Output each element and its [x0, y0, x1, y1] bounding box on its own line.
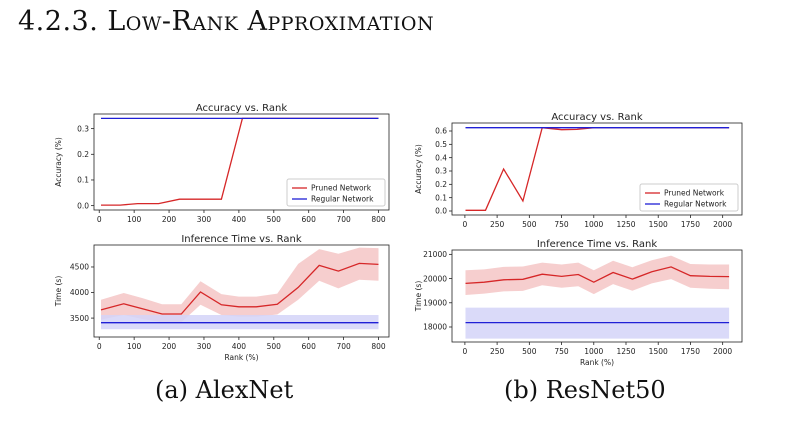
y-tick-label: 0.4 [435, 153, 447, 162]
y-axis-label: Accuracy (%) [414, 144, 423, 194]
x-tick-label: 1750 [681, 220, 700, 229]
x-tick-label: 200 [162, 215, 177, 224]
x-tick-label: 100 [127, 215, 142, 224]
y-tick-label: 0.0 [435, 207, 447, 216]
plot-area [101, 117, 379, 206]
section-heading: 4.2.3. Low-Rank Approximation [18, 6, 435, 37]
x-tick-label: 1500 [649, 347, 668, 356]
y-tick-label: 4000 [70, 288, 89, 297]
x-tick-label: 600 [302, 215, 317, 224]
chart-title: Inference Time vs. Rank [181, 234, 302, 245]
plot-frame [451, 122, 743, 216]
x-tick-label: 2000 [713, 347, 732, 356]
x-tick-label: 1000 [584, 347, 603, 356]
x-tick-label: 400 [232, 215, 247, 224]
x-tick-label: 800 [371, 342, 386, 351]
y-tick-label: 0.1 [77, 176, 89, 185]
x-axis-label: Rank (%) [224, 353, 258, 362]
caption-resnet50: (b) ResNet50 [504, 376, 666, 404]
plot-area [465, 255, 730, 339]
y-tick-label: 0.2 [77, 150, 89, 159]
x-tick-label: 400 [232, 342, 247, 351]
series-line-pruned-network [100, 262, 379, 315]
x-tick-label: 700 [336, 215, 351, 224]
y-tick-label: 18000 [423, 323, 447, 332]
x-tick-label: 1750 [681, 347, 700, 356]
legend: Pruned Network Regular Network [639, 183, 739, 212]
x-tick-label: 500 [522, 220, 537, 229]
x-tick-label: 600 [302, 342, 317, 351]
y-tick-label: 0.3 [77, 124, 89, 133]
chart-title: Inference Time vs. Rank [537, 239, 658, 250]
plot-area [465, 126, 730, 211]
legend-label-pruned: Pruned Network [311, 184, 372, 193]
x-tick-label: 1500 [649, 220, 668, 229]
confidence-band-pruned [101, 247, 379, 323]
y-tick-label: 0.6 [435, 127, 447, 136]
legend-label-regular: Regular Network [311, 195, 374, 204]
y-tick-label: 19000 [423, 298, 447, 307]
resnet50-accuracy-chart: Accuracy vs. Rank 0 250 500 750 1000 1250 1500 1… [412, 103, 772, 238]
x-tick-label: 200 [162, 342, 177, 351]
x-tick-label: 500 [267, 215, 282, 224]
chart-title: Accuracy vs. Rank [551, 112, 643, 123]
y-tick-label: 0.3 [435, 167, 447, 176]
y-tick-label: 0.1 [435, 193, 447, 202]
plot-frame [93, 244, 390, 338]
x-tick-label: 1000 [584, 220, 603, 229]
resnet50-inference-time-chart: Inference Time vs. Rank 0 250 500 750 1000 125… [412, 233, 772, 373]
x-tick-label: 700 [336, 342, 351, 351]
y-tick-label: 0.5 [435, 140, 447, 149]
chart-title: Accuracy vs. Rank [196, 103, 288, 114]
y-tick-label: 21000 [423, 250, 447, 259]
x-tick-label: 500 [522, 347, 537, 356]
alexnet-accuracy-chart: Accuracy vs. Rank 0 100 200 300 400 500 600 700 8… [52, 98, 397, 235]
x-tick-label: 2000 [713, 220, 732, 229]
plot-area [100, 247, 379, 330]
x-axis-label: Rank (%) [580, 358, 614, 367]
y-tick-label: 0.0 [77, 201, 89, 210]
legend: Pruned Network Regular Network [286, 178, 386, 207]
series-line-pruned-network [465, 266, 730, 285]
x-tick-label: 1250 [616, 347, 635, 356]
x-tick-label: 0 [97, 215, 102, 224]
y-tick-label: 4500 [70, 263, 89, 272]
y-tick-label: 0.2 [435, 180, 447, 189]
y-axis-label: Time (s) [414, 281, 423, 313]
y-tick-label: 3500 [70, 314, 89, 323]
legend-label-pruned: Pruned Network [664, 189, 725, 198]
x-tick-label: 100 [127, 342, 142, 351]
plot-frame [93, 113, 390, 211]
x-tick-label: 300 [197, 215, 212, 224]
caption-alexnet: (a) AlexNet [155, 376, 294, 404]
legend-box [639, 183, 739, 212]
x-tick-label: 500 [267, 342, 282, 351]
x-tick-label: 0 [97, 342, 102, 351]
x-tick-label: 250 [490, 347, 505, 356]
x-tick-label: 750 [554, 220, 569, 229]
y-axis-label: Time (s) [54, 276, 63, 308]
x-tick-label: 1250 [616, 220, 635, 229]
x-tick-label: 800 [371, 215, 386, 224]
x-tick-label: 750 [554, 347, 569, 356]
legend-box [286, 178, 386, 207]
x-tick-label: 300 [197, 342, 212, 351]
y-axis-label: Accuracy (%) [54, 137, 63, 187]
alexnet-inference-time-chart: Inference Time vs. Rank 0 100 200 300 400 500 6… [52, 228, 397, 368]
plot-frame [451, 249, 743, 343]
x-tick-label: 0 [462, 347, 467, 356]
x-tick-label: 0 [462, 220, 467, 229]
legend-label-regular: Regular Network [664, 200, 727, 209]
x-tick-label: 250 [490, 220, 505, 229]
confidence-band-pruned [465, 255, 730, 295]
y-tick-label: 20000 [423, 274, 447, 283]
